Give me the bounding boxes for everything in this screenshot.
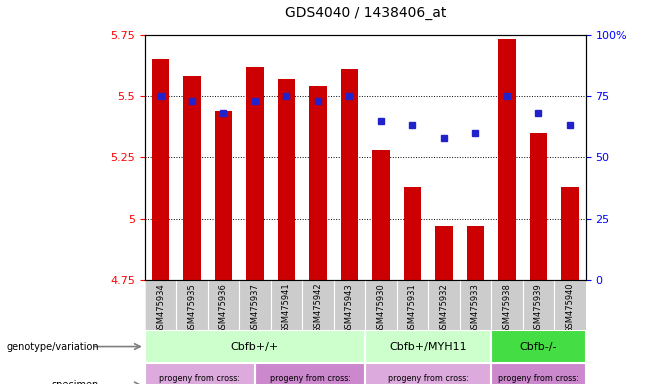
Bar [215, 111, 232, 280]
Bar [561, 187, 578, 280]
Text: specimen: specimen [51, 380, 99, 384]
Bar [372, 150, 390, 280]
Text: GSM475936: GSM475936 [219, 283, 228, 334]
Bar [530, 133, 547, 280]
Text: GSM475938: GSM475938 [503, 283, 511, 334]
Text: GSM475937: GSM475937 [251, 283, 259, 334]
Text: GSM475942: GSM475942 [313, 283, 322, 333]
Text: GSM475940: GSM475940 [565, 283, 574, 333]
Bar [491, 363, 586, 384]
Text: GSM475935: GSM475935 [188, 283, 197, 334]
Bar [365, 363, 491, 384]
Bar [145, 330, 365, 363]
Bar [152, 59, 169, 280]
Bar [365, 330, 491, 363]
Text: progeny from cross:
Cbfb+MYH11 x Cbfb+/+: progeny from cross: Cbfb+MYH11 x Cbfb+/+ [151, 374, 249, 384]
Bar [491, 330, 586, 363]
Text: Cbfb-/-: Cbfb-/- [520, 341, 557, 352]
Text: GSM475939: GSM475939 [534, 283, 543, 334]
Bar [491, 363, 586, 384]
Bar [145, 363, 255, 384]
Bar [365, 330, 491, 363]
Bar [145, 330, 365, 363]
Bar [255, 363, 365, 384]
Text: genotype/variation: genotype/variation [6, 341, 99, 352]
Text: GSM475931: GSM475931 [408, 283, 417, 334]
Text: GDS4040 / 1438406_at: GDS4040 / 1438406_at [284, 7, 446, 20]
Text: GSM475930: GSM475930 [376, 283, 386, 334]
Bar [278, 79, 295, 280]
Bar [404, 187, 421, 280]
Text: Cbfb+/+: Cbfb+/+ [231, 341, 279, 352]
Bar [498, 40, 516, 280]
Bar [255, 363, 365, 384]
Bar [246, 66, 264, 280]
Text: progeny from cross:
Cbfb+/- x Cbfb+/-: progeny from cross: Cbfb+/- x Cbfb+/- [498, 374, 579, 384]
Text: GSM475933: GSM475933 [471, 283, 480, 334]
Text: progeny from cross:
Cbfb+/- x Cbfb+/-: progeny from cross: Cbfb+/- x Cbfb+/- [270, 374, 351, 384]
Bar [491, 330, 586, 363]
Bar [309, 86, 326, 280]
Bar [184, 76, 201, 280]
Bar [365, 363, 491, 384]
Text: GSM475941: GSM475941 [282, 283, 291, 333]
Text: GSM475934: GSM475934 [156, 283, 165, 334]
Text: Cbfb+/MYH11: Cbfb+/MYH11 [390, 341, 467, 352]
Text: GSM475943: GSM475943 [345, 283, 354, 334]
Bar [145, 363, 255, 384]
Bar [341, 69, 358, 280]
Bar [435, 226, 453, 280]
Text: progeny from cross:
Cbfb+MYH11 x Cbfb+/+: progeny from cross: Cbfb+MYH11 x Cbfb+/+ [380, 374, 477, 384]
Bar [467, 226, 484, 280]
Text: GSM475932: GSM475932 [440, 283, 448, 334]
